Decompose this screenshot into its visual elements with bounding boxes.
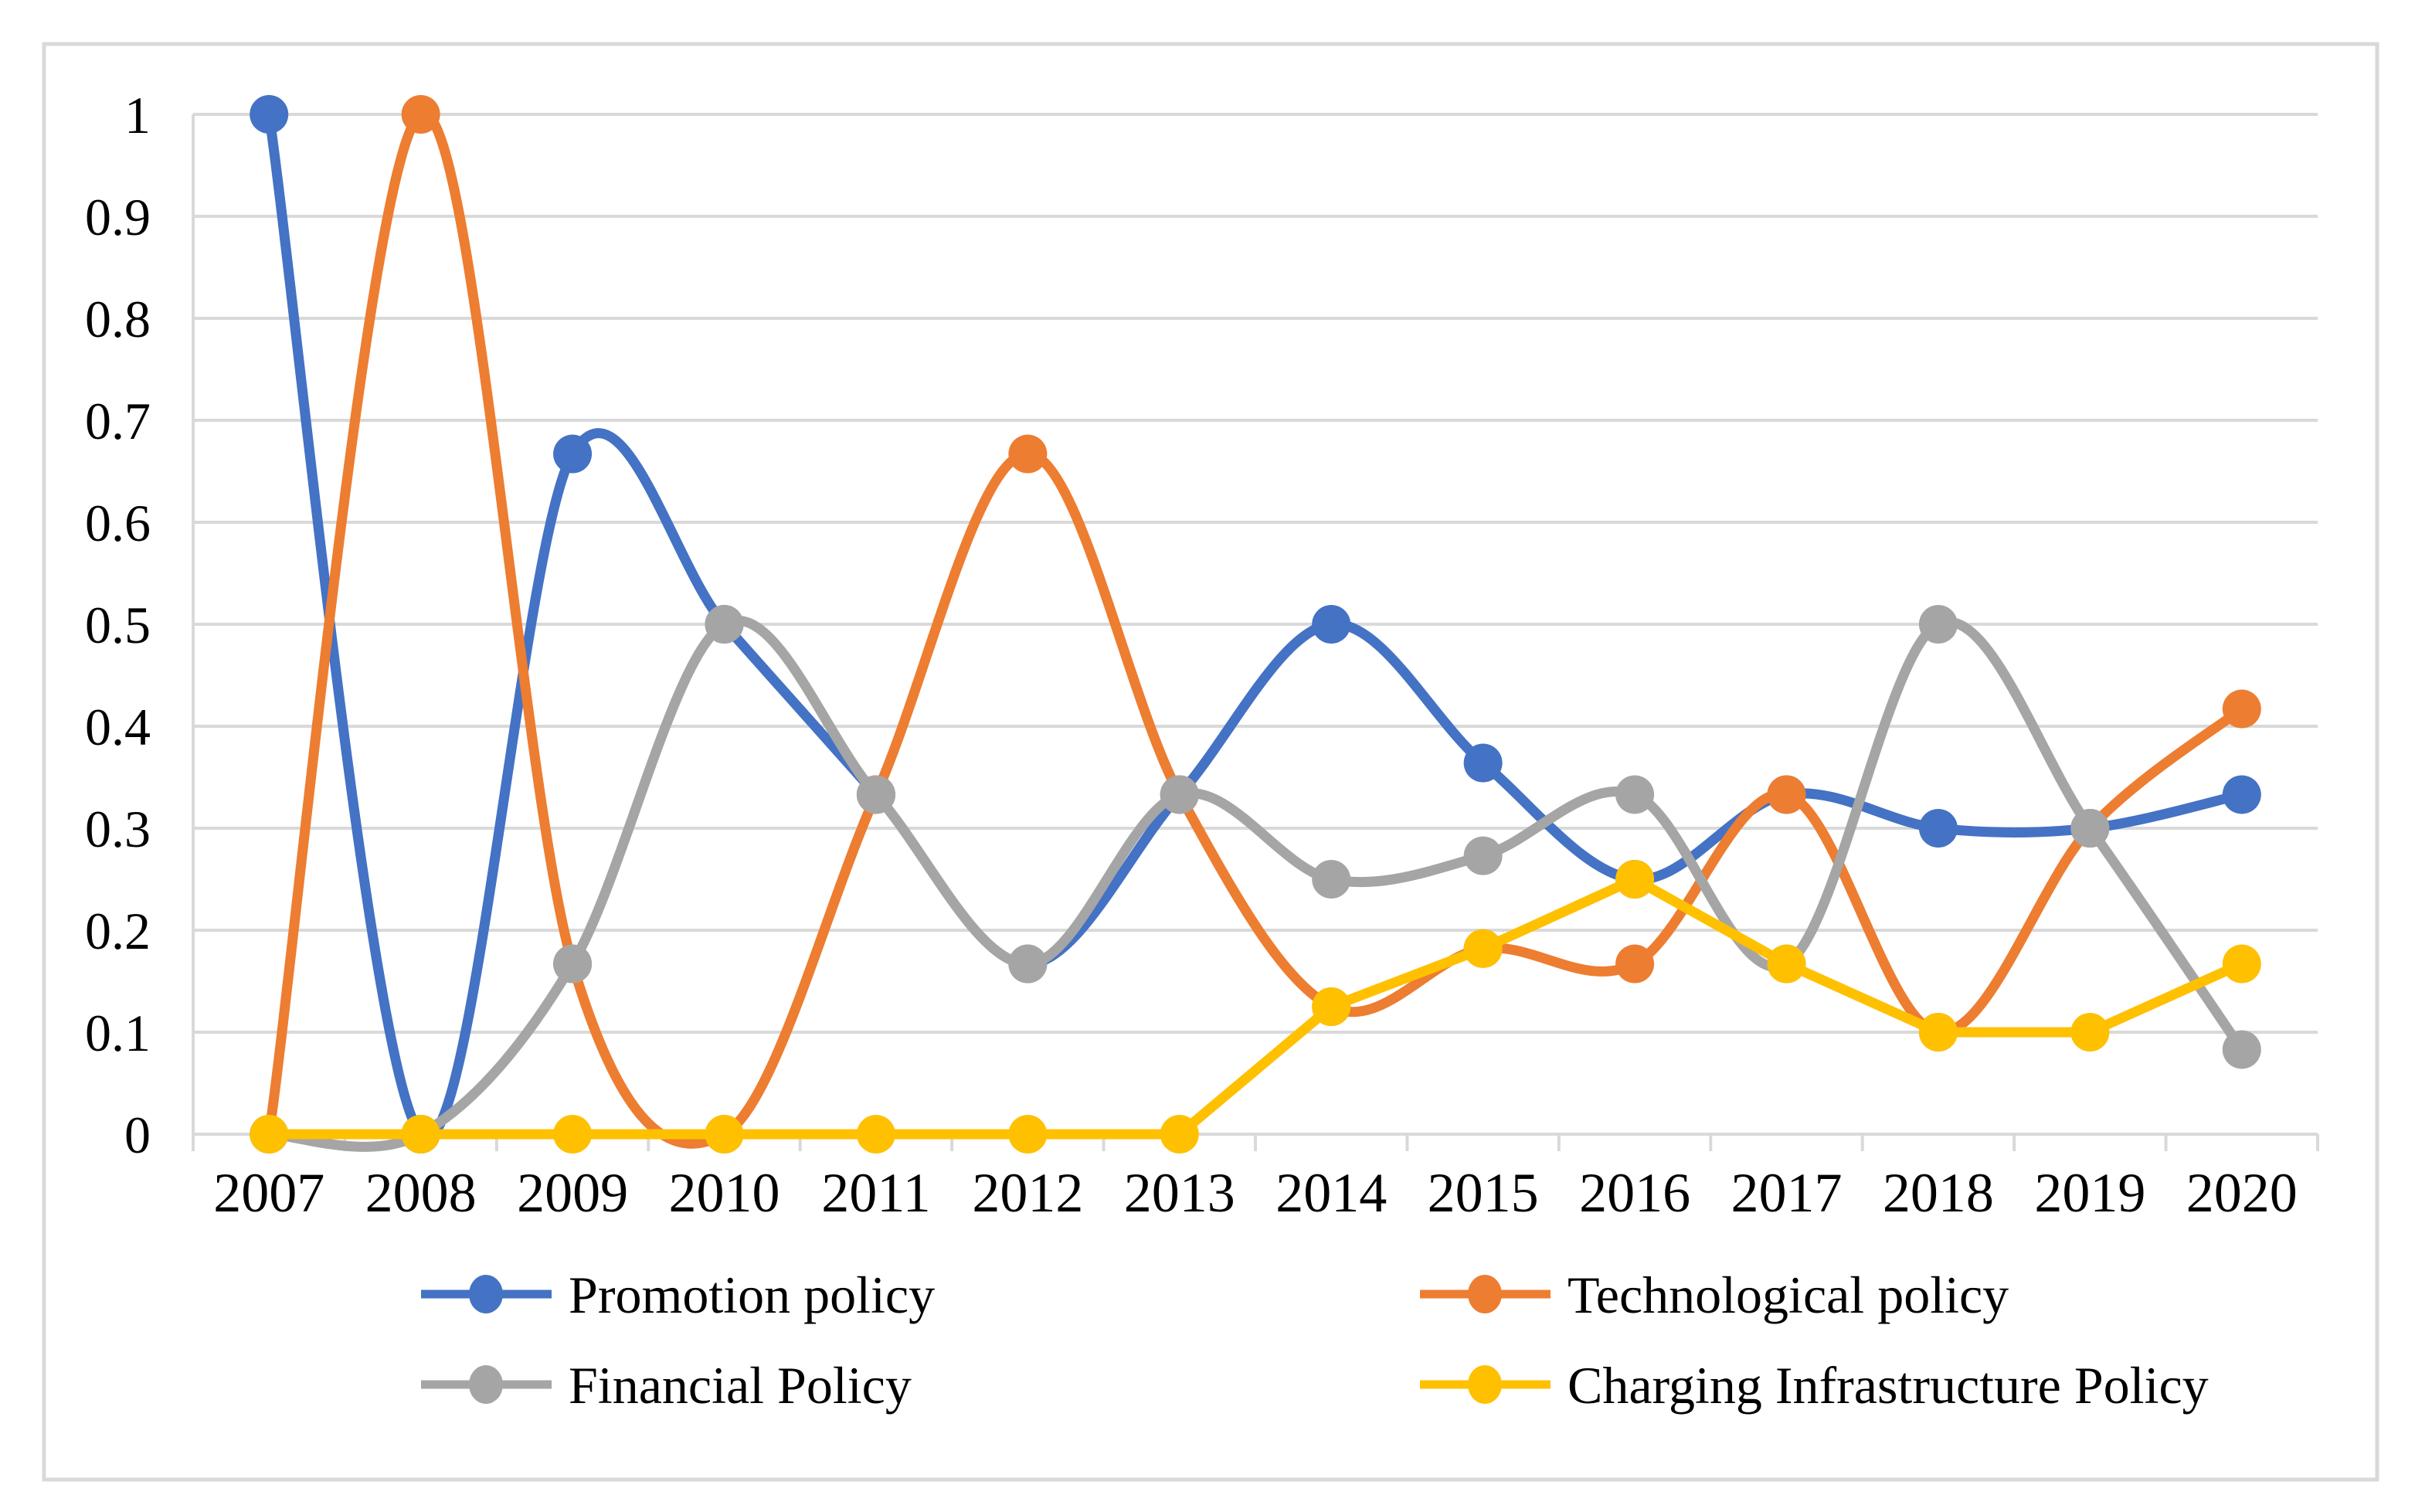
legend-item-promotion-policy: Promotion policy (421, 1266, 935, 1324)
data-point-charging-infrastructure-policy-2014 (1312, 987, 1351, 1026)
legend-marker-circle (1468, 1275, 1502, 1313)
data-point-charging-infrastructure-policy-2018 (1918, 1013, 1958, 1052)
data-point-financial-policy-2009 (553, 944, 593, 984)
x-tick-label: 2019 (2034, 1162, 2145, 1224)
y-tick-label: 0.9 (85, 188, 151, 246)
data-point-financial-policy-2014 (1312, 860, 1351, 899)
x-tick-label: 2015 (1428, 1162, 1539, 1224)
data-point-financial-policy-2020 (2222, 1030, 2261, 1069)
series-line-charging-infrastructure-policy (263, 874, 2247, 1140)
data-point-promotion-policy-2007 (250, 95, 289, 134)
data-point-technological-policy-2012 (1008, 434, 1048, 474)
data-point-charging-infrastructure-policy-2007 (250, 1115, 289, 1154)
y-tick-label: 0.7 (85, 392, 151, 450)
data-point-financial-policy-2010 (705, 605, 744, 644)
series-line-technological-policy (263, 108, 2247, 1149)
legend-label: Financial Policy (569, 1356, 912, 1415)
data-point-charging-infrastructure-policy-2017 (1767, 944, 1806, 984)
data-point-promotion-policy-2020 (2222, 775, 2261, 814)
data-point-financial-policy-2012 (1008, 944, 1048, 984)
legend-item-charging-infrastructure-policy: Charging Infrastructure Policy (1420, 1356, 2209, 1415)
x-tick-label: 2018 (1883, 1162, 1994, 1224)
x-tick-label: 2014 (1275, 1162, 1387, 1224)
legend-label: Technological policy (1568, 1266, 2009, 1324)
y-tick-label: 0.6 (85, 494, 151, 552)
data-point-charging-infrastructure-policy-2016 (1615, 860, 1655, 899)
legend-label: Promotion policy (569, 1266, 935, 1324)
y-tick-label: 0 (124, 1106, 151, 1164)
legend-item-technological-policy: Technological policy (1420, 1266, 2009, 1324)
legend: Promotion policy Technological policy Fi… (421, 1266, 2209, 1415)
data-point-financial-policy-2013 (1160, 775, 1199, 814)
y-tick-label: 0.8 (85, 290, 151, 348)
data-point-charging-infrastructure-policy-2009 (553, 1115, 593, 1154)
plot-area (250, 95, 2261, 1154)
data-point-financial-policy-2016 (1615, 775, 1655, 814)
x-tick-label: 2008 (365, 1162, 477, 1224)
y-tick-label: 1 (124, 86, 151, 144)
data-point-financial-policy-2011 (856, 775, 895, 814)
y-tick-label: 0.2 (85, 902, 151, 960)
legend-marker-circle (1468, 1365, 1502, 1404)
data-point-charging-infrastructure-policy-2010 (705, 1115, 744, 1154)
x-tick-label: 2010 (669, 1162, 780, 1224)
data-point-promotion-policy-2018 (1918, 809, 1958, 848)
x-tick-label: 2017 (1731, 1162, 1843, 1224)
data-point-technological-policy-2020 (2222, 689, 2261, 729)
data-point-financial-policy-2018 (1918, 605, 1958, 644)
x-tick-label: 2016 (1579, 1162, 1690, 1224)
legend-label: Charging Infrastructure Policy (1568, 1356, 2209, 1415)
data-point-charging-infrastructure-policy-2019 (2070, 1013, 2110, 1052)
y-tick-label: 0.3 (85, 800, 151, 858)
legend-marker-circle (469, 1275, 503, 1313)
data-point-financial-policy-2015 (1463, 836, 1503, 875)
data-point-charging-infrastructure-policy-2015 (1463, 929, 1503, 968)
data-point-technological-policy-2017 (1767, 775, 1806, 814)
data-point-promotion-policy-2014 (1312, 605, 1351, 644)
x-tick-label: 2013 (1124, 1162, 1235, 1224)
x-tick-label: 2012 (972, 1162, 1083, 1224)
y-tick-label: 0.5 (85, 596, 151, 654)
x-tick-label: 2020 (2186, 1162, 2298, 1224)
data-point-charging-infrastructure-policy-2012 (1008, 1115, 1048, 1154)
data-point-technological-policy-2008 (401, 95, 440, 134)
data-point-financial-policy-2019 (2070, 809, 2110, 848)
data-point-promotion-policy-2009 (553, 434, 593, 474)
data-point-charging-infrastructure-policy-2013 (1160, 1115, 1199, 1154)
data-point-charging-infrastructure-policy-2020 (2222, 944, 2261, 984)
data-point-charging-infrastructure-policy-2008 (401, 1115, 440, 1154)
x-axis-labels: 2007 2008 2009 2010 2011 2012 2013 2014 2015 2016… (213, 1162, 2298, 1224)
data-point-charging-infrastructure-policy-2011 (856, 1115, 895, 1154)
x-tick-label: 2011 (821, 1162, 930, 1224)
x-tick-label: 2009 (517, 1162, 628, 1224)
data-point-promotion-policy-2015 (1463, 743, 1503, 783)
legend-marker-circle (469, 1365, 503, 1404)
data-point-technological-policy-2016 (1615, 944, 1655, 984)
y-axis-labels: 0 0.1 0.2 0.3 0.4 0.5 0.6 0.7 0.8 0.9 1 (85, 86, 151, 1164)
y-tick-label: 0.4 (85, 698, 151, 756)
legend-item-financial-policy: Financial Policy (421, 1356, 912, 1415)
y-tick-label: 0.1 (85, 1004, 151, 1062)
x-tick-label: 2007 (213, 1162, 324, 1224)
